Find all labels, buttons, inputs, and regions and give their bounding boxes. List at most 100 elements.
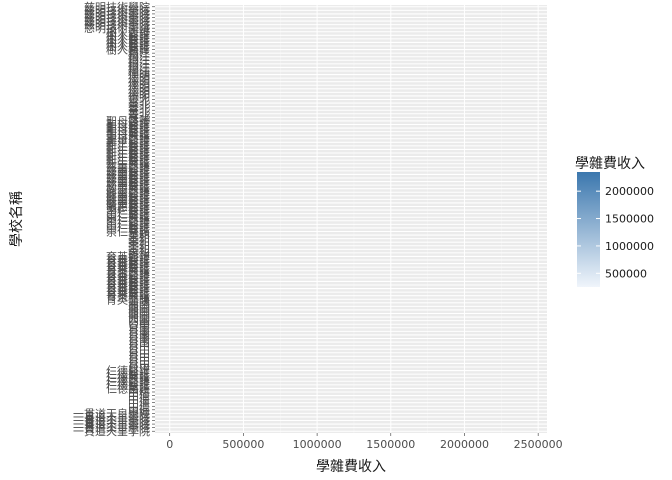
legend-title: 學雜費收入 xyxy=(575,156,645,172)
y-tick-label: 新生醫護 xyxy=(106,157,150,171)
y-tick-label: 臺北 xyxy=(128,103,150,117)
y-tick-label: 台中 xyxy=(128,342,150,356)
y-tick-label: 中信 xyxy=(128,404,150,417)
y-tick-label: 育英醫護 xyxy=(106,278,150,292)
x-tick-label: 1000000 xyxy=(293,438,342,451)
y-tick-label: 樹人醫護 xyxy=(106,43,150,57)
y-tick-label: 育英醫護 xyxy=(106,260,150,274)
y-tick-label: 慈明技術學院 xyxy=(84,10,150,24)
legend-tick-label: 2000000 xyxy=(605,185,654,198)
legend-colorbar xyxy=(577,172,600,287)
major-gridlines xyxy=(155,5,547,433)
y-tick-label: 西園 xyxy=(128,304,150,317)
y-tick-label: 臺北 xyxy=(128,100,150,114)
y-tick-label: 育英醫護 xyxy=(106,249,150,263)
y-tick-label: 美和 xyxy=(128,236,150,249)
y-tick-label: 崇仁醫護 xyxy=(106,203,150,217)
legend-tick-label: 1500000 xyxy=(605,213,654,226)
legend-tick-label: 1000000 xyxy=(605,240,654,253)
y-tick-label: 中信 xyxy=(128,393,150,406)
y-tick-label: 育英醫護 xyxy=(106,274,150,288)
y-tick-label: 台南 xyxy=(128,331,150,345)
y-tick-label: 臺北 xyxy=(128,93,150,107)
y-tick-label: 新生醫護 xyxy=(106,135,150,149)
y-tick-label: 樹人醫護 xyxy=(106,32,150,46)
y-tick-label: 德明 xyxy=(128,89,150,103)
y-tick-label: 稻江 xyxy=(128,47,150,60)
y-tick-label: 中信 xyxy=(128,390,150,403)
y-tick-label: 敏惠醫護 xyxy=(106,192,150,206)
y-tick-label: 台中 xyxy=(128,356,150,370)
y-tick-label: 台南 xyxy=(128,335,150,349)
y-tick-label: 新生醫護 xyxy=(106,142,150,156)
y-tick-label: 崇仁醫護 xyxy=(106,207,150,221)
y-tick-label: 育英醫護 xyxy=(106,282,150,296)
y-tick-label: 聖母醫護 xyxy=(106,117,150,131)
y-tick-label: 美和 xyxy=(128,233,150,246)
y-tick-label: 臺北 xyxy=(128,110,150,124)
y-tick-label: 聖母醫護 xyxy=(106,125,150,139)
y-tick-label: 新生醫護 xyxy=(106,153,150,167)
y-tick-label: 一貫道天皇學院 xyxy=(73,406,150,420)
y-tick-label: 一貫道天皇學院 xyxy=(73,417,150,431)
y-tick-label: 西園 xyxy=(128,300,150,313)
y-tick-label: 仁德醫護 xyxy=(106,364,150,378)
y-tick-label: 慈惠醫護 xyxy=(106,164,150,178)
y-tick-label: 一貫道天皇學院 xyxy=(73,410,150,424)
x-tick-label: 0 xyxy=(166,438,173,451)
y-tick-label: 德明 xyxy=(128,75,150,89)
y-tick-label: 敏惠醫護 xyxy=(106,196,150,210)
y-tick-label: 台中 xyxy=(128,353,150,367)
y-tick-label: 台中 xyxy=(128,346,150,360)
minor-gridlines xyxy=(206,5,502,433)
y-tick-label: 新生醫護 xyxy=(106,146,150,160)
y-tick-label: 仁德醫護 xyxy=(106,371,150,385)
y-tick-label: 聖母醫護 xyxy=(106,114,150,128)
y-tick-label: 慈明技術學院 xyxy=(84,14,150,28)
y-tick-label: 仁德醫護 xyxy=(106,381,150,395)
y-tick-label: 育英醫護 xyxy=(106,253,150,267)
y-tick-label: 仁德醫護 xyxy=(106,367,150,381)
y-tick-label: 台南 xyxy=(128,321,150,335)
y-tick-label: 慈明技術學院 xyxy=(84,21,150,35)
y-tick-labels: 慈明技術學院慈明技術學院慈明技術學院慈明技術學院慈明技術學院慈明技術學院慈明技術… xyxy=(73,0,150,438)
y-tick-label: 美和 xyxy=(128,247,150,260)
y-tick-label: 稻江 xyxy=(128,54,150,67)
y-tick-label: 新生醫護 xyxy=(106,139,150,153)
y-tick-label: 仁德醫護 xyxy=(106,378,150,392)
y-tick-label: 崇仁醫護 xyxy=(106,224,150,238)
y-tick-label: 一貫道天皇學院 xyxy=(73,424,150,438)
y-tick-label: 樹人醫護 xyxy=(106,25,150,39)
y-tick-label: 台南 xyxy=(128,328,150,342)
y-tick-label: 一貫道天皇學院 xyxy=(73,421,150,435)
y-tick-label: 慈明技術學院 xyxy=(84,3,150,17)
y-tick-label: 樹人醫護 xyxy=(106,28,150,42)
y-tick-label: 德明 xyxy=(128,78,150,92)
y-tick-label: 西園 xyxy=(128,315,150,328)
y-tick-label: 聖母醫護 xyxy=(106,121,150,135)
y-tick-label: 崇仁醫護 xyxy=(106,210,150,224)
y-tick-label: 美和 xyxy=(128,229,150,242)
y-tick-label: 臺北 xyxy=(128,107,150,121)
y-tick-label: 中信 xyxy=(128,397,150,410)
y-tick-label: 慈惠醫護 xyxy=(106,171,150,185)
x-tick-label: 1500000 xyxy=(366,438,415,451)
y-tick-label: 育英醫護 xyxy=(106,285,150,299)
y-tick-label: 稻江 xyxy=(128,61,150,74)
y-tick-label: 稻江 xyxy=(128,51,150,64)
y-ticks xyxy=(152,6,155,432)
y-tick-label: 西園 xyxy=(128,311,150,324)
y-tick-label: 敏惠醫護 xyxy=(106,182,150,196)
y-tick-label: 樹人醫護 xyxy=(106,35,150,49)
y-tick-label: 育英醫護 xyxy=(106,257,150,271)
y-tick-label: 稻江 xyxy=(128,58,150,71)
y-tick-label: 西園 xyxy=(128,297,150,310)
y-tick-label: 慈惠醫護 xyxy=(106,160,150,174)
y-tick-label: 慈惠醫護 xyxy=(106,178,150,192)
y-tick-label: 育英醫護 xyxy=(106,267,150,281)
y-tick-label: 慈惠醫護 xyxy=(106,167,150,181)
y-tick-label: 聖母醫護 xyxy=(106,132,150,146)
x-ticks: 0 500000 1000000 1500000 2000000 2500000 xyxy=(166,433,563,451)
y-tick-label: 慈明技術學院 xyxy=(84,18,150,32)
x-tick-label: 2500000 xyxy=(514,438,563,451)
